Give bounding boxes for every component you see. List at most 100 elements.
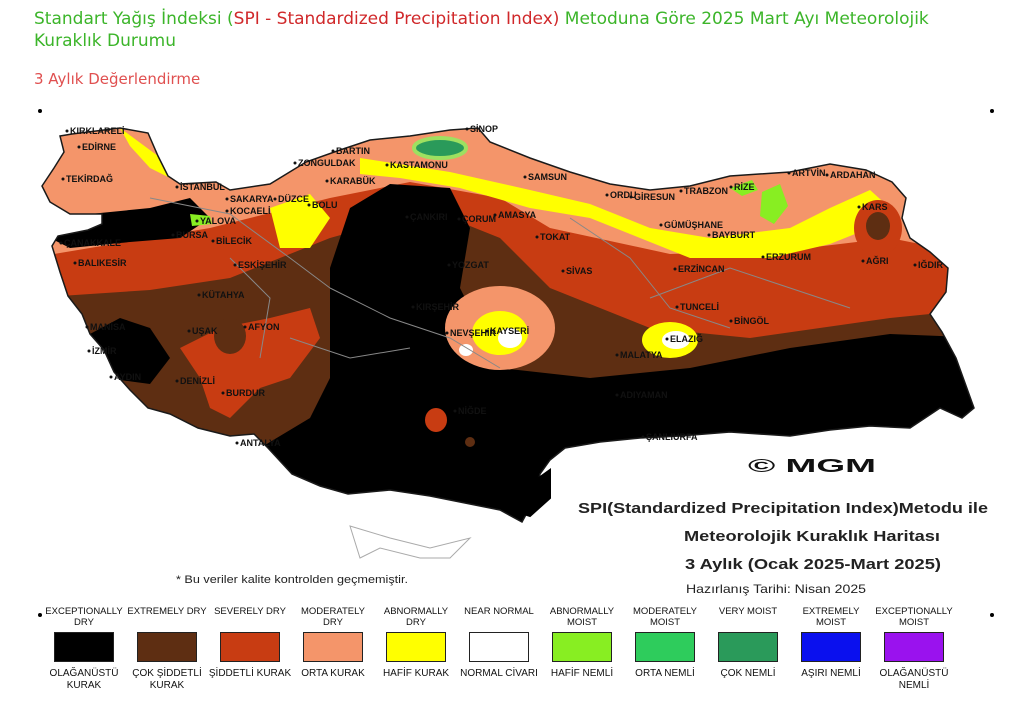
city-marker	[453, 409, 457, 413]
title-part-1: Standart Yağış İndeksi (	[34, 9, 234, 29]
city-marker	[447, 263, 451, 267]
legend-swatch	[137, 632, 197, 662]
legend-item: SEVERELY DRY ŞİDDETLİ KURAK	[208, 606, 292, 680]
legend-item: MODERATELY DRY ORTA KURAK	[291, 606, 375, 680]
city-label: KIRKLARELİ	[70, 126, 125, 136]
legend-english-label: EXCEPTIONALLY MOIST	[875, 606, 953, 628]
map-caption-date: Hazırlanış Tarihi: Nisan 2025	[686, 582, 866, 596]
city-label: ARTVİN	[792, 168, 826, 178]
city-marker	[73, 261, 77, 265]
legend-swatch	[54, 632, 114, 662]
city-label: EDİRNE	[82, 142, 116, 152]
legend-turkish-label: ŞİDDETLİ KURAK	[208, 668, 292, 679]
legend-swatch	[801, 632, 861, 662]
city-label: KARABÜK	[330, 176, 376, 186]
city-marker	[493, 213, 497, 217]
title-part-2: SPI - Standardized Precipitation Index)	[233, 9, 560, 29]
city-label: ZONGULDAK	[298, 158, 356, 168]
city-marker	[85, 325, 89, 329]
legend-english-label: EXCEPTIONALLY DRY	[45, 606, 123, 628]
city-marker	[729, 185, 733, 189]
city-marker	[187, 329, 191, 333]
legend-english-label: ABNORMALLY MOIST	[549, 606, 615, 628]
legend-swatch	[220, 632, 280, 662]
legend-turkish-label: NORMAL CİVARI	[460, 668, 538, 679]
city-label: İZMİR	[92, 346, 117, 356]
city-label: KASTAMONU	[390, 160, 448, 170]
legend-turkish-label: OLAĞANÜSTÜ KURAK	[49, 668, 119, 691]
city-label: ÇANAKKALE	[64, 238, 121, 248]
city-label: AĞRI	[866, 255, 889, 266]
legend-english-label: EXTREMELY DRY	[127, 606, 207, 617]
city-marker	[679, 189, 683, 193]
city-marker	[857, 205, 861, 209]
city-marker	[659, 223, 663, 227]
city-label: MALATYA	[620, 350, 663, 360]
city-label: TEKİRDAĞ	[66, 173, 113, 184]
city-label: KÜTAHYA	[202, 290, 245, 300]
city-marker	[325, 179, 329, 183]
city-label: SAKARYA	[230, 194, 274, 204]
legend-turkish-label: AŞIRI NEMLİ	[801, 668, 861, 679]
city-label: ÇORUM	[462, 214, 496, 224]
city-marker	[457, 217, 461, 221]
city-label: KARS	[862, 202, 888, 212]
legend-swatch	[386, 632, 446, 662]
city-marker	[171, 233, 175, 237]
city-marker	[195, 219, 199, 223]
legend-item: EXTREMELY MOIST AŞIRI NEMLİ	[789, 606, 873, 680]
city-label: ŞANLIURFA	[646, 432, 698, 442]
city-marker	[221, 391, 225, 395]
city-label: ERZİNCAN	[678, 264, 725, 274]
city-label: SİVAS	[566, 266, 592, 276]
city-label: SİNOP	[470, 124, 498, 134]
city-label: DÜZCE	[278, 194, 309, 204]
city-label: İSTANBUL	[180, 182, 225, 192]
city-marker	[615, 353, 619, 357]
legend-swatch	[552, 632, 612, 662]
city-label: GİRESUN	[634, 192, 675, 202]
city-label: IĞDIR	[918, 259, 944, 270]
city-marker	[707, 233, 711, 237]
legend-item: EXCEPTIONALLY MOIST OLAĞANÜSTÜ NEMLİ	[872, 606, 956, 692]
corner-dot	[38, 109, 42, 113]
legend-english-label: MODERATELY MOIST	[632, 606, 698, 628]
city-marker	[411, 305, 415, 309]
city-marker	[243, 325, 247, 329]
city-label: ESKİŞEHİR	[238, 260, 287, 270]
title-part-3: Metoduna Göre 2025 Mart Ayı Meteorolojik…	[34, 9, 929, 51]
city-marker	[225, 197, 229, 201]
quality-note: * Bu veriler kalite kontrolden geçmemişt…	[176, 574, 408, 586]
map-caption-line-2: Meteorolojik Kuraklık Haritası	[684, 528, 940, 545]
city-marker	[405, 215, 409, 219]
legend-turkish-label: ORTA KURAK	[301, 668, 365, 679]
legend-swatch	[884, 632, 944, 662]
city-marker	[675, 305, 679, 309]
legend-turkish-label: ÇOK ŞİDDETLİ KURAK	[132, 668, 202, 691]
city-marker	[65, 129, 69, 133]
city-marker	[175, 379, 179, 383]
city-marker	[605, 193, 609, 197]
legend-item: MODERATELY MOIST ORTA NEMLİ	[623, 606, 707, 680]
city-label: RİZE	[734, 182, 755, 192]
city-marker	[729, 319, 733, 323]
legend-english-label: SEVERELY DRY	[214, 606, 286, 617]
city-label: UŞAK	[192, 326, 218, 336]
city-marker	[673, 267, 677, 271]
legend-english-label: NEAR NORMAL	[464, 606, 534, 617]
legend-turkish-label: ÇOK NEMLİ	[720, 668, 776, 679]
city-marker	[293, 161, 297, 165]
city-label: ELAZIĞ	[670, 333, 703, 344]
city-marker	[523, 175, 527, 179]
corner-dot	[38, 613, 42, 617]
city-label: ADIYAMAN	[620, 390, 668, 400]
city-label: ARDAHAN	[830, 170, 876, 180]
city-label: KOCAELİ	[230, 206, 271, 216]
city-marker	[109, 375, 113, 379]
city-marker	[87, 349, 91, 353]
city-marker	[307, 203, 311, 207]
corner-dot	[990, 109, 994, 113]
city-marker	[331, 149, 335, 153]
legend-swatch	[469, 632, 529, 662]
city-marker	[641, 435, 645, 439]
